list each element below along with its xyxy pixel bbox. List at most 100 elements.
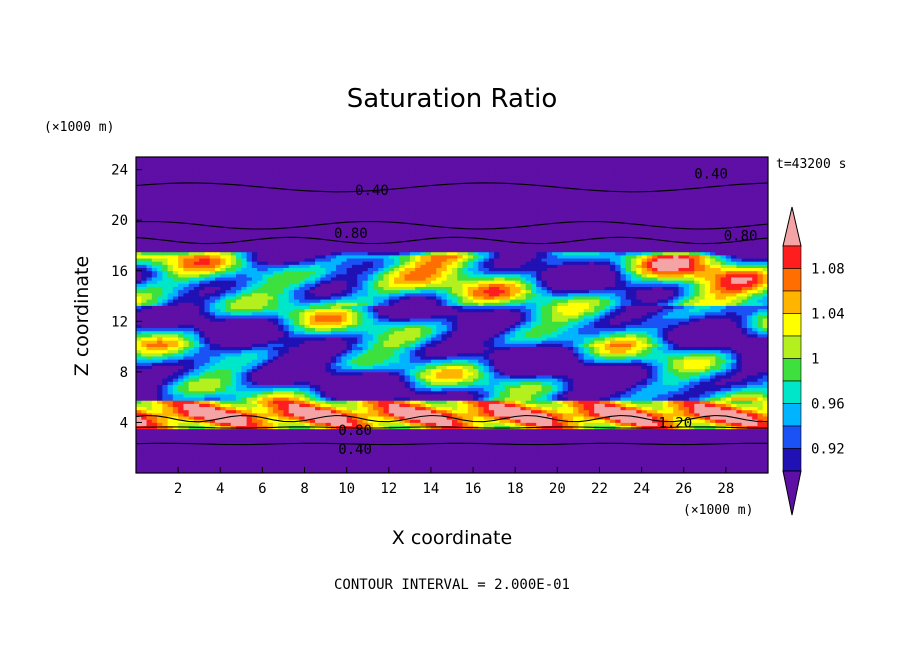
field-cell bbox=[425, 381, 432, 385]
field-cell bbox=[720, 457, 727, 461]
field-cell bbox=[215, 378, 221, 382]
field-cell bbox=[531, 381, 537, 385]
field-cell bbox=[294, 463, 300, 468]
field-cell bbox=[172, 428, 179, 433]
field-cell bbox=[452, 343, 458, 347]
field-cell bbox=[346, 362, 353, 366]
field-cell bbox=[188, 368, 195, 373]
field-cell bbox=[188, 460, 195, 464]
field-cell bbox=[499, 390, 506, 395]
field-cell bbox=[457, 384, 463, 389]
field-cell bbox=[620, 447, 627, 452]
field-cell bbox=[404, 469, 411, 473]
field-cell bbox=[710, 441, 716, 445]
field-cell bbox=[604, 378, 611, 382]
field-cell bbox=[146, 422, 153, 426]
field-cell bbox=[136, 447, 142, 452]
field-cell bbox=[420, 352, 427, 357]
field-cell bbox=[330, 469, 337, 473]
field-cell bbox=[689, 387, 695, 392]
field-cell bbox=[525, 438, 532, 442]
field-cell bbox=[409, 419, 416, 423]
field-cell bbox=[199, 387, 205, 392]
field-cell bbox=[604, 438, 611, 442]
field-cell bbox=[541, 356, 548, 360]
field-cell bbox=[299, 450, 305, 455]
field-cell bbox=[230, 371, 237, 376]
field-cell bbox=[162, 416, 168, 420]
field-cell bbox=[652, 444, 658, 449]
field-cell bbox=[520, 387, 527, 392]
field-cell bbox=[610, 457, 616, 461]
field-cell bbox=[325, 444, 332, 449]
field-cell bbox=[610, 463, 616, 468]
field-cell bbox=[199, 454, 205, 458]
field-cell bbox=[515, 375, 521, 379]
field-cell bbox=[567, 390, 574, 395]
field-cell bbox=[172, 352, 179, 357]
field-cell bbox=[689, 450, 695, 455]
field-cell bbox=[488, 438, 495, 442]
field-cell bbox=[325, 390, 332, 395]
field-cell bbox=[657, 346, 664, 351]
field-cell bbox=[193, 365, 200, 370]
field-cell bbox=[752, 444, 758, 449]
field-cell bbox=[699, 381, 706, 385]
field-cell bbox=[441, 435, 448, 439]
field-cell bbox=[699, 365, 706, 370]
field-cell bbox=[604, 387, 611, 392]
field-cell bbox=[399, 457, 405, 461]
field-cell bbox=[215, 450, 221, 455]
field-cell bbox=[552, 419, 558, 423]
field-cell bbox=[494, 460, 500, 464]
field-cell bbox=[588, 412, 595, 417]
field-cell bbox=[141, 343, 147, 347]
field-cell bbox=[141, 378, 147, 382]
field-cell bbox=[646, 378, 653, 382]
field-cell bbox=[278, 390, 284, 395]
field-cell bbox=[415, 368, 421, 373]
field-cell bbox=[515, 431, 521, 436]
time-label: t=43200 s bbox=[776, 157, 847, 172]
field-cell bbox=[525, 381, 532, 385]
field-cell bbox=[257, 466, 263, 471]
field-cell bbox=[452, 365, 458, 370]
field-cell bbox=[541, 431, 548, 436]
field-cell bbox=[204, 384, 211, 389]
field-cell bbox=[631, 359, 637, 363]
field-cell bbox=[383, 416, 390, 420]
field-cell bbox=[689, 447, 695, 452]
field-cell bbox=[646, 352, 653, 357]
field-cell bbox=[420, 463, 427, 468]
field-cell bbox=[441, 454, 448, 458]
field-cell bbox=[715, 406, 721, 411]
field-cell bbox=[536, 400, 542, 404]
field-cell bbox=[383, 450, 390, 455]
field-cell bbox=[183, 394, 190, 398]
field-cell bbox=[673, 375, 679, 379]
field-cell bbox=[541, 447, 548, 452]
field-cell bbox=[573, 457, 579, 461]
field-cell bbox=[162, 362, 168, 366]
field-cell bbox=[394, 457, 400, 461]
field-cell bbox=[141, 356, 147, 360]
field-cell bbox=[204, 362, 211, 366]
field-cell bbox=[425, 400, 432, 404]
field-cell bbox=[188, 416, 195, 420]
field-cell bbox=[357, 343, 363, 347]
field-cell bbox=[262, 390, 269, 395]
field-cell bbox=[531, 371, 537, 376]
field-cell bbox=[399, 406, 405, 411]
field-cell bbox=[725, 463, 732, 468]
field-cell bbox=[373, 406, 379, 411]
field-cell bbox=[673, 387, 679, 392]
field-cell bbox=[230, 460, 237, 464]
field-cell bbox=[689, 416, 695, 420]
field-cell bbox=[215, 409, 221, 414]
field-cell bbox=[357, 425, 363, 430]
field-cell bbox=[420, 428, 427, 433]
field-cell bbox=[346, 346, 353, 351]
field-cell bbox=[141, 368, 147, 373]
field-cell bbox=[262, 435, 269, 439]
field-cell bbox=[578, 352, 585, 357]
